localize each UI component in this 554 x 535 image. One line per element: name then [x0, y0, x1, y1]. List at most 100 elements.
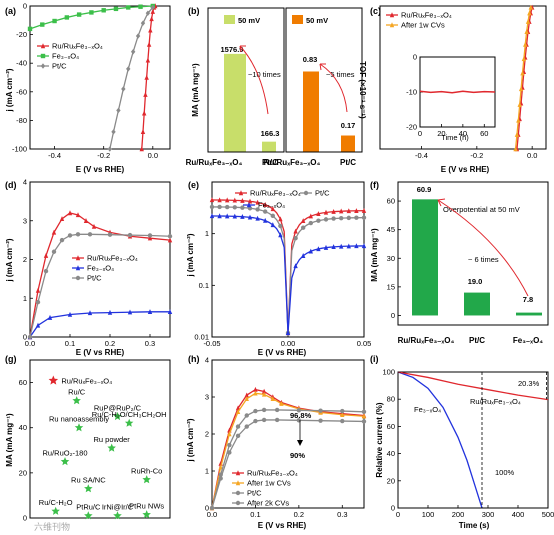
- c-xtick-label: -0.4: [415, 151, 428, 160]
- d-series-0-point: [83, 218, 89, 223]
- a-legend-label-1: Fe₃₋ₓO₄: [52, 52, 79, 61]
- d-ytick-label: 2: [23, 255, 27, 264]
- h-series-1-point: [270, 396, 275, 402]
- d-series-0-point: [67, 210, 73, 216]
- e-series-2-point: [354, 243, 359, 249]
- e-series-2-point: [263, 217, 268, 223]
- b-value-2: 166.3: [261, 129, 280, 138]
- e-series-2-point: [339, 243, 344, 249]
- e-series-1-point: [323, 217, 329, 222]
- chart-marks: -0.4 -0.2 0.00-20-40-60-80-100Ru/RuₓFe₃₋ₓO…: [12, 2, 554, 523]
- e-l2-legend-0-point: [303, 190, 309, 196]
- e-series-1-point: [293, 236, 298, 241]
- f-annotation-2: ~ 6 times: [468, 255, 499, 264]
- c-legend-label-0: Ru/RuₓFe₃₋ₓO₄: [401, 11, 452, 20]
- f-ytick-label: 45: [387, 225, 395, 234]
- a-series-0-point: [149, 16, 154, 22]
- a-xlabel: E (V vs RHE): [76, 165, 125, 174]
- c-series-1-point: [514, 132, 520, 137]
- h-series-3-point: [261, 417, 267, 423]
- h-series-2-point: [274, 407, 280, 413]
- i-annotation-2: 100%: [495, 468, 515, 477]
- b-annotation-1: ~10 times: [248, 70, 281, 79]
- panel-label-d: (d): [5, 180, 17, 190]
- e-series-1-point: [263, 209, 268, 214]
- h-series-2-point: [227, 442, 232, 448]
- g-point-5: [60, 457, 70, 466]
- h-series-2-line: [211, 409, 365, 509]
- h-series-1-point: [218, 464, 223, 470]
- f-bar-0: [412, 199, 438, 316]
- d-series-1-point: [47, 314, 53, 320]
- d-series-0-point: [147, 235, 153, 241]
- c-series-1-point: [517, 101, 522, 107]
- c-series-0-line: [516, 7, 533, 150]
- a-series-2-point: [135, 33, 141, 39]
- panel-label-i: (i): [370, 354, 379, 364]
- b-ylabel: MA (mA mg⁻¹): [191, 63, 200, 117]
- d-series-2-point: [75, 232, 81, 237]
- c-inset-xlabel: Time (h): [441, 133, 469, 142]
- f-bar-2: [516, 312, 542, 316]
- c-series-1-point: [527, 10, 532, 16]
- d-xlabel: E (V vs RHE): [76, 348, 125, 357]
- e-l3-legend-label-0: Fe₃₋ₓO₄: [258, 201, 285, 210]
- i-xtick-label: 500: [542, 510, 554, 519]
- e-series-2-point: [240, 213, 245, 219]
- a-series-2-point: [121, 86, 126, 92]
- d-ylabel: j (mA cm⁻²): [5, 238, 14, 282]
- c-series-1-point: [525, 19, 531, 24]
- h-series-1-point: [261, 391, 267, 397]
- a-series-1-point: [101, 8, 106, 13]
- d-series-2-point: [127, 232, 133, 238]
- d-series-1-point: [107, 309, 113, 315]
- i-series-label-1: Fe₃₋ₓO₄: [414, 405, 441, 414]
- a-series-0-point: [140, 129, 146, 135]
- e-series-2-point: [247, 214, 253, 220]
- d-xtick-label: 0.3: [145, 339, 155, 348]
- i-xtick-label: 400: [512, 510, 525, 519]
- b-legend-swatch-2: [292, 15, 303, 24]
- g-point-label-3: Ru nanoassembly: [49, 415, 109, 424]
- e-series-2-point: [323, 244, 329, 250]
- a-series-1-point: [113, 6, 119, 12]
- e-series-2-point: [255, 215, 260, 221]
- f-value-3: 7.8: [523, 295, 533, 304]
- f-ytick-label: 30: [387, 254, 395, 263]
- g-point-label-11: IrNi@Ir/C: [102, 503, 134, 512]
- d-xtick-label: 0.0: [25, 339, 35, 348]
- b-legend-swatch-1: [224, 15, 235, 24]
- i-xtick-label: 100: [422, 510, 435, 519]
- e-series-0-point: [263, 201, 268, 207]
- a-series-0-point: [146, 41, 152, 47]
- e-series-0-point: [346, 208, 351, 214]
- e-series-0-point: [278, 216, 283, 222]
- g-ytick-label: 60: [19, 378, 27, 387]
- e-ytick-label: 0.01: [194, 333, 209, 342]
- a-frame: [29, 5, 171, 150]
- h-series-0-point: [244, 392, 249, 398]
- a-series-1-point: [27, 26, 33, 32]
- h-ytick-label: 0: [205, 504, 209, 513]
- h-ytick-label: 1: [205, 467, 209, 476]
- h-legend-3-point: [235, 500, 241, 506]
- h-series-1-point: [244, 396, 249, 402]
- a-series-2-point: [107, 146, 113, 152]
- d-series-1-point: [67, 311, 73, 317]
- b-bar-2: [303, 71, 319, 152]
- c-series-1-point: [523, 41, 528, 47]
- e-series-2-point: [217, 213, 222, 219]
- a-series-2-line: [109, 7, 154, 150]
- c-series-1-point: [524, 29, 529, 34]
- a-series-0-point: [144, 74, 149, 80]
- a-legend-label-0: Ru/RuₓFe₃₋ₓO₄: [52, 42, 103, 51]
- c-series-1-point: [518, 86, 524, 92]
- e-series-2-point: [308, 248, 313, 254]
- e-series-0-point: [217, 197, 222, 203]
- e-series-1-point: [301, 225, 306, 230]
- a-ytick-label: -40: [16, 59, 27, 68]
- c-frame: [379, 5, 547, 150]
- b-cat-2: Pt/C: [262, 158, 278, 167]
- a-legend-0-point: [40, 43, 46, 49]
- d-xtick-label: 0.2: [105, 339, 115, 348]
